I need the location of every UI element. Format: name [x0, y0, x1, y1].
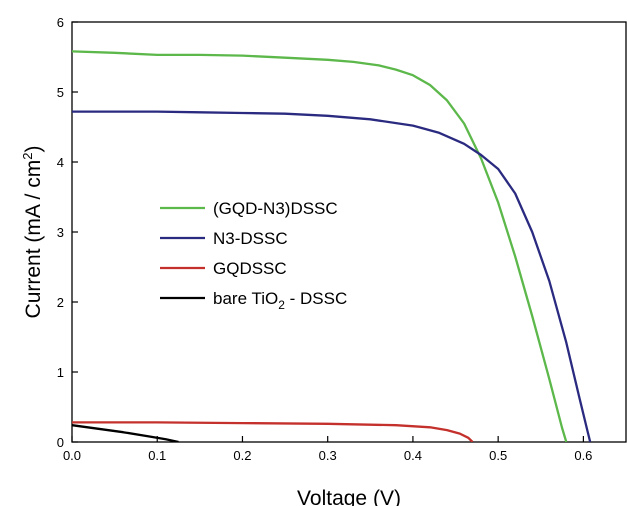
- x-tick-label: 0.3: [319, 448, 337, 463]
- x-tick-label: 0.5: [489, 448, 507, 463]
- legend-label-bare-tio2: bare TiO2 - DSSC: [213, 289, 347, 312]
- plot-frame: [71, 21, 627, 443]
- x-axis-ticks: 0.0 0.1 0.2 0.3 0.4 0.5 0.6: [63, 436, 592, 463]
- legend-label-gqd: GQDSSC: [213, 259, 287, 278]
- y-tick-label: 1: [57, 365, 64, 380]
- x-tick-label: 0.6: [574, 448, 592, 463]
- x-tick-label: 0.4: [404, 448, 422, 463]
- y-tick-label: 6: [57, 15, 64, 30]
- y-axis-label-main: Current (mA / cm: [22, 160, 45, 319]
- y-tick-label: 4: [57, 155, 64, 170]
- y-axis-label-close: ): [22, 146, 45, 153]
- y-tick-label: 2: [57, 295, 64, 310]
- y-tick-label: 5: [57, 85, 64, 100]
- y-axis-label-sup: 2: [20, 153, 35, 160]
- legend-label-n3: N3-DSSC: [213, 229, 288, 248]
- series-lines: [72, 50, 592, 442]
- x-tick-label: 0.1: [148, 448, 166, 463]
- y-tick-label: 0: [57, 435, 64, 450]
- x-tick-label: 0.2: [233, 448, 251, 463]
- series-line-gqd: [72, 421, 474, 442]
- series-line-n3: [72, 110, 592, 442]
- y-tick-label: 3: [57, 225, 64, 240]
- x-axis-label: Voltage (V): [297, 487, 401, 506]
- y-axis-ticks: 0 1 2 3 4 5 6: [57, 15, 78, 450]
- series-line-bare-tio2: [72, 424, 179, 442]
- legend: (GQD-N3)DSSC N3-DSSC GQDSSC bare TiO2 - …: [160, 199, 347, 312]
- x-tick-label: 0.0: [63, 448, 81, 463]
- legend-label-gqd-n3: (GQD-N3)DSSC: [213, 199, 338, 218]
- y-axis-label: Current (mA / cm2): [20, 146, 45, 319]
- series-line-gqd-n3: [72, 50, 568, 442]
